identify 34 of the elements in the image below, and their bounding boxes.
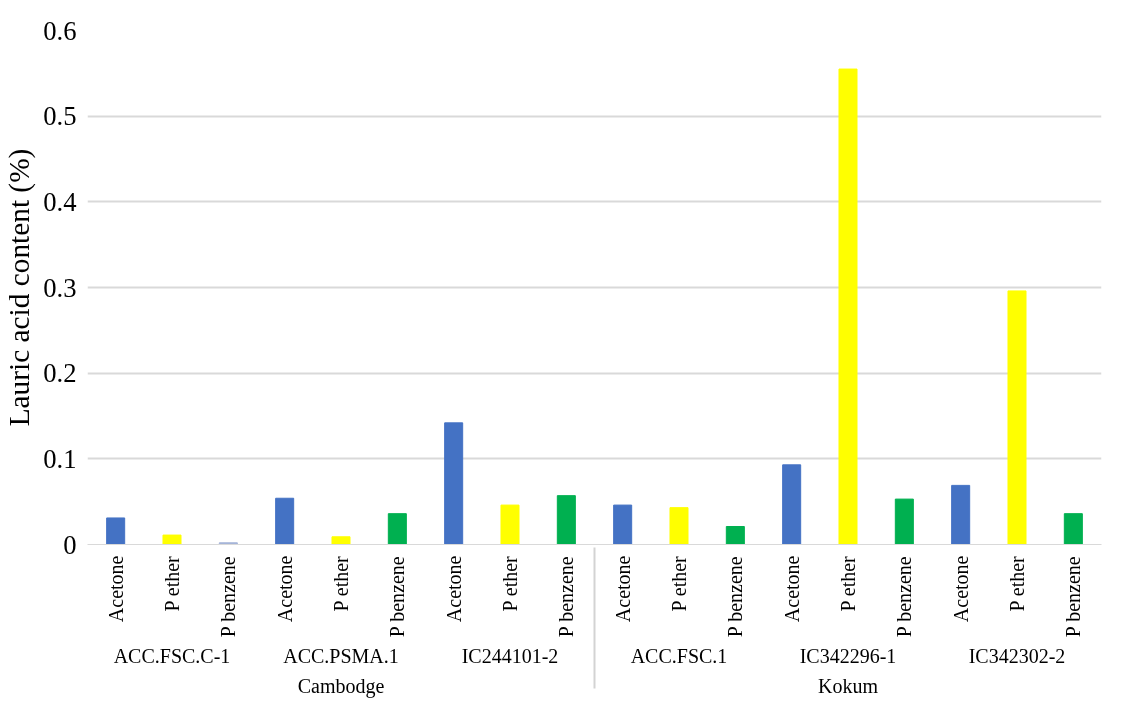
y-tick-label: 0.5 (43, 101, 77, 132)
x-tick-label: P ether (668, 555, 690, 612)
x-tick-label: Acetone (611, 555, 634, 623)
x-tick-label: Acetone (442, 555, 465, 623)
x-tick-label: P ether (161, 555, 183, 612)
y-tick-label: 0.1 (43, 443, 77, 474)
text: ACC.FSC.C-1 (113, 645, 231, 668)
x-tick-label: P benzene (555, 556, 578, 638)
text: ACC.PSMA.1 (283, 645, 399, 668)
text: ACC.FSC.1 (630, 645, 728, 668)
x-tick-label: P benzene (217, 556, 240, 638)
x-tick-label: Acetone (780, 555, 803, 623)
text: Cambodge (297, 675, 385, 699)
y-tick-label: 0 (63, 529, 77, 560)
x-tick-label: Acetone (273, 555, 296, 623)
x-tick-label: P ether (499, 555, 521, 612)
x-tick-label: P benzene (386, 556, 409, 638)
y-tick-label: 0.3 (43, 272, 77, 303)
x-tick-label: Acetone (104, 555, 127, 623)
x-tick-label: P benzene (724, 556, 747, 638)
x-tick-label: P benzene (893, 556, 916, 638)
text: Kokum (818, 675, 879, 698)
x-tick-label: P benzene (1062, 556, 1085, 638)
y-axis-title: Lauric acid content (%) (3, 148, 37, 427)
text: IC342302-2 (968, 645, 1066, 668)
text: IC342296-1 (799, 645, 897, 668)
text: IC244101-2 (461, 645, 559, 668)
x-tick-label: P ether (837, 555, 859, 612)
y-tick-label: 0.2 (43, 358, 77, 389)
y-tick-label: 0.6 (43, 15, 77, 46)
x-tick-label: Acetone (949, 555, 972, 623)
y-tick-label: 0.4 (43, 186, 77, 217)
x-tick-label: P ether (330, 555, 352, 612)
x-tick-label: P ether (1006, 555, 1028, 612)
